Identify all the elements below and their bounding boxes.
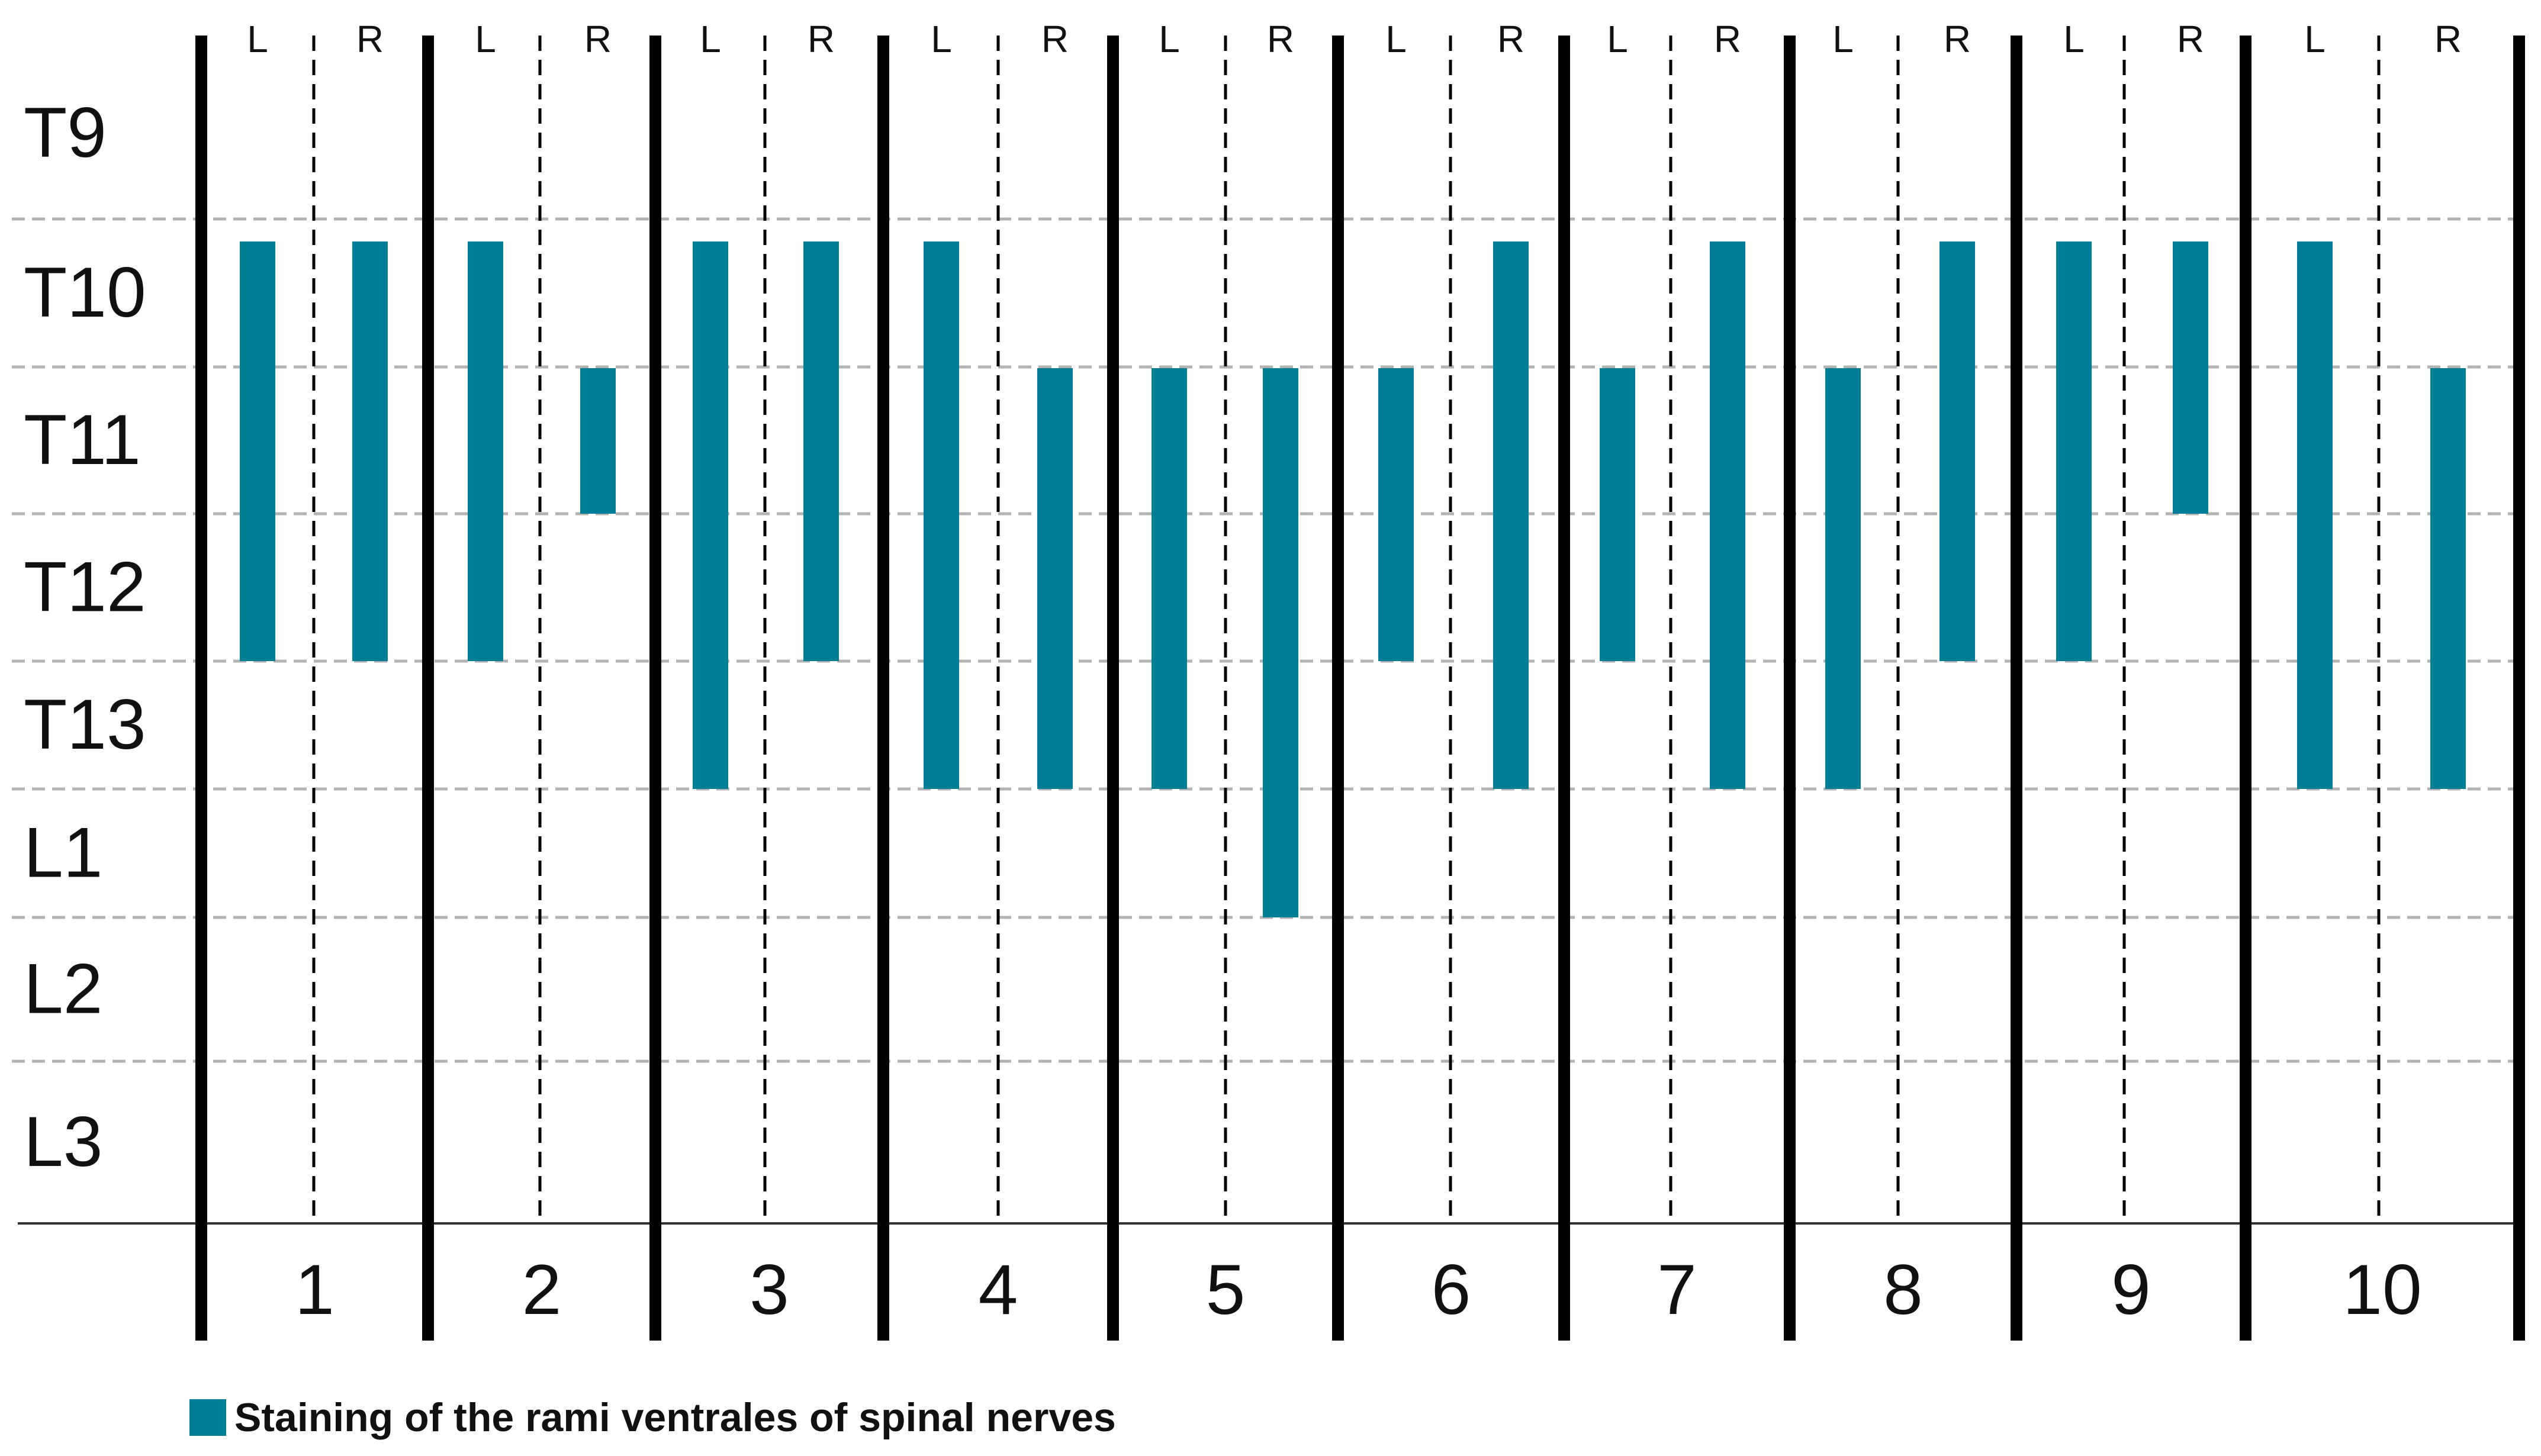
segment-label-l1: L1 [24, 813, 102, 893]
side-label-l-1: L [247, 18, 268, 60]
bar-6-r [1493, 241, 1529, 789]
side-label-l-6: L [1385, 18, 1407, 60]
legend-swatch [189, 1399, 226, 1436]
side-label-r-9: R [2177, 18, 2204, 60]
side-label-r-7: R [1714, 18, 1741, 60]
group-label-10: 10 [2343, 1250, 2421, 1329]
side-label-r-6: R [1497, 18, 1524, 60]
segment-label-t11: T11 [24, 400, 141, 479]
side-label-l-8: L [1832, 18, 1854, 60]
group-label-1: 1 [295, 1250, 334, 1329]
bar-4-r [1037, 368, 1073, 789]
group-label-3: 3 [750, 1250, 789, 1329]
segment-label-l2: L2 [24, 949, 102, 1029]
side-label-r-1: R [356, 18, 384, 60]
side-label-r-4: R [1041, 18, 1069, 60]
side-label-l-7: L [1607, 18, 1628, 60]
segment-label-t13: T13 [24, 685, 146, 764]
side-label-l-5: L [1159, 18, 1180, 60]
bar-6-l [1378, 368, 1414, 661]
side-label-r-5: R [1267, 18, 1294, 60]
side-label-r-8: R [1944, 18, 1971, 60]
bar-8-r [1939, 241, 1975, 661]
legend-label: Staining of the rami ventrales of spinal… [234, 1395, 1116, 1440]
side-label-r-2: R [584, 18, 612, 60]
side-label-l-4: L [931, 18, 952, 60]
bar-3-l [693, 241, 728, 789]
bar-3-r [803, 241, 839, 661]
legend: Staining of the rami ventrales of spinal… [189, 1394, 1116, 1441]
side-label-l-3: L [700, 18, 721, 60]
bar-10-l [2297, 241, 2333, 789]
bar-2-r [580, 368, 616, 514]
group-label-6: 6 [1432, 1250, 1471, 1329]
group-label-8: 8 [1883, 1250, 1923, 1329]
side-label-r-3: R [808, 18, 835, 60]
segment-label-t12: T12 [24, 547, 146, 627]
side-label-l-2: L [475, 18, 496, 60]
bar-9-l [2056, 241, 2092, 661]
bar-4-l [924, 241, 959, 789]
bar-5-l [1152, 368, 1187, 789]
segment-label-t10: T10 [24, 253, 146, 332]
side-label-r-10: R [2434, 18, 2462, 60]
side-label-l-9: L [2063, 18, 2085, 60]
side-label-l-10: L [2304, 18, 2326, 60]
group-label-7: 7 [1657, 1250, 1697, 1329]
bar-7-r [1710, 241, 1745, 789]
group-label-9: 9 [2111, 1250, 2151, 1329]
bar-8-l [1825, 368, 1861, 789]
bar-5-r [1263, 368, 1298, 917]
bar-1-l [240, 241, 275, 661]
bar-10-r [2430, 368, 2466, 789]
bar-9-r [2173, 241, 2208, 514]
group-label-4: 4 [979, 1250, 1018, 1329]
bar-7-l [1600, 368, 1635, 661]
segment-label-l3: L3 [24, 1102, 102, 1181]
segment-label-t9: T9 [24, 93, 107, 172]
bar-2-l [468, 241, 503, 661]
group-label-5: 5 [1206, 1250, 1246, 1329]
bar-1-r [352, 241, 388, 661]
group-label-2: 2 [522, 1250, 562, 1329]
